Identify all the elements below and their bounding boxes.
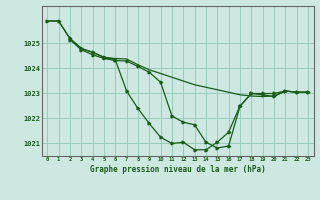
X-axis label: Graphe pression niveau de la mer (hPa): Graphe pression niveau de la mer (hPa) <box>90 165 266 174</box>
